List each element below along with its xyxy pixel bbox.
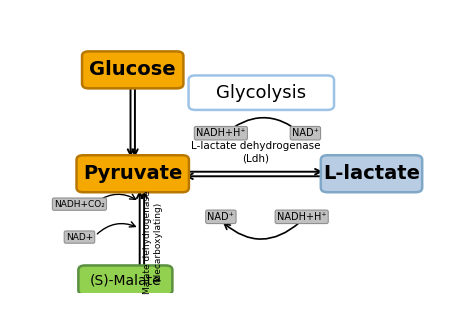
Text: NAD⁺: NAD⁺ <box>292 128 319 138</box>
Text: NAD+: NAD+ <box>66 233 93 241</box>
FancyBboxPatch shape <box>321 155 422 192</box>
FancyBboxPatch shape <box>78 266 173 295</box>
Text: NADH+H⁺: NADH+H⁺ <box>277 212 327 222</box>
Text: Malate dehydrogenase
(decarboxylating): Malate dehydrogenase (decarboxylating) <box>143 190 163 294</box>
Text: NADH+H⁺: NADH+H⁺ <box>196 128 246 138</box>
Text: Glycolysis: Glycolysis <box>216 84 306 102</box>
Text: L-lactate dehydrogenase
(Ldh): L-lactate dehydrogenase (Ldh) <box>191 141 320 163</box>
FancyBboxPatch shape <box>76 155 189 192</box>
FancyBboxPatch shape <box>189 75 334 110</box>
Text: NAD⁺: NAD⁺ <box>208 212 234 222</box>
Text: Glucose: Glucose <box>90 61 176 79</box>
FancyBboxPatch shape <box>82 51 183 89</box>
Text: L-lactate: L-lactate <box>323 164 420 183</box>
Text: NADH+CO₂: NADH+CO₂ <box>54 200 105 209</box>
Text: (S)-Malate: (S)-Malate <box>90 273 161 287</box>
Text: Pyruvate: Pyruvate <box>83 164 182 183</box>
